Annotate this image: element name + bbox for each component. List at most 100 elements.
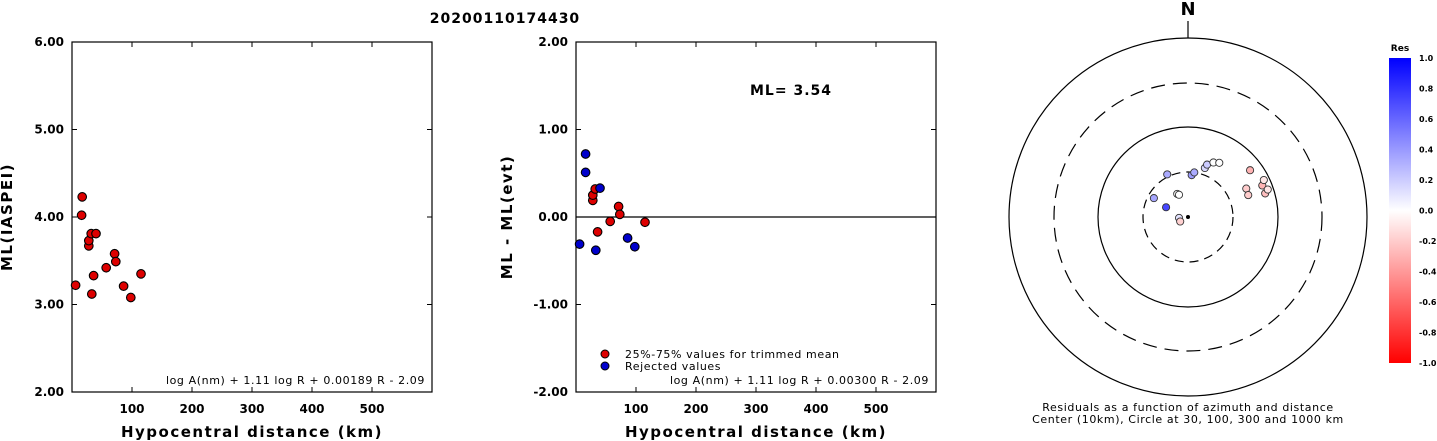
data-point <box>101 262 112 273</box>
formula-middle: log A(nm) + 1.11 log R + 0.00300 R - 2.0… <box>670 374 929 387</box>
station-point <box>1215 158 1224 167</box>
data-point <box>595 183 605 193</box>
data-point <box>77 192 88 202</box>
panel-polar: N Residuals as a function of azimuth and… <box>1008 0 1368 426</box>
x-tick-label: 200 <box>179 402 204 416</box>
colorbar-label: 1.0 <box>1419 54 1434 63</box>
data-point <box>614 209 625 220</box>
y-axis-label-left: ML(IASPEI) <box>0 163 16 271</box>
y-tick-label: 1.00 <box>538 123 568 137</box>
x-tick-label: 300 <box>743 402 768 416</box>
colorbar-title: Res <box>1391 44 1409 54</box>
colorbar-label: 0.0 <box>1419 207 1434 216</box>
data-point <box>86 289 97 299</box>
data-point <box>136 269 146 279</box>
tick-group-left: 100 200 300 400 500 2.00 3.00 4.00 5.00 6.00 <box>34 35 432 416</box>
data-point <box>580 167 591 178</box>
ml-annotation: ML= 3.54 <box>750 83 832 99</box>
colorbar-label: 0.8 <box>1419 85 1434 94</box>
y-tick-label: -2.00 <box>533 385 568 399</box>
tick-group-middle: 100 200 300 400 500 -2.00 -1.00 0.00 1.00 2.00 <box>533 35 936 416</box>
y-tick-label: 3.00 <box>34 298 64 312</box>
colorbar-label: -0.6 <box>1419 298 1437 307</box>
data-point <box>70 280 81 291</box>
formula-left: log A(nm) + 1.11 log R + 0.00189 R - 2.0… <box>166 374 425 387</box>
station-point <box>1259 175 1268 185</box>
colorbar-label: -0.4 <box>1419 268 1437 277</box>
station-point <box>1162 203 1171 212</box>
points-middle <box>574 149 650 256</box>
legend-marker-rejected <box>600 361 610 371</box>
station-point <box>1246 166 1255 175</box>
data-point <box>125 292 136 303</box>
points-left <box>70 192 146 303</box>
x-tick-label: 300 <box>239 402 264 416</box>
data-point <box>91 228 101 239</box>
colorbar-label: -1.0 <box>1419 359 1437 368</box>
x-tick-label: 100 <box>623 402 648 416</box>
figure-title: 20200110174430 <box>430 11 580 27</box>
ring-100km <box>1097 126 1279 308</box>
x-axis-label-middle: Hypocentral distance (km) <box>625 423 887 441</box>
data-point <box>622 233 633 243</box>
data-point <box>592 227 603 237</box>
colorbar: Res 1.0 0.8 0.6 0.4 0.2 0.0 -0.2 -0.4 -0.6 -0.8 -1… <box>1389 44 1437 368</box>
colorbar-label: 0.4 <box>1419 146 1434 155</box>
x-tick-label: 100 <box>119 402 144 416</box>
legend-label-trimmed: 25%-75% values for trimmed mean <box>625 348 840 361</box>
ring-30km <box>1142 171 1234 263</box>
y-tick-label: -1.00 <box>533 298 568 312</box>
data-point <box>118 281 129 291</box>
colorbar-labels: 1.0 0.8 0.6 0.4 0.2 0.0 -0.2 -0.4 -0.6 -0.8 -1.0 <box>1419 54 1437 368</box>
y-tick-label: 2.00 <box>34 385 64 399</box>
x-tick-label: 500 <box>863 402 888 416</box>
data-point <box>88 270 99 281</box>
colorbar-label: -0.8 <box>1419 329 1437 338</box>
plot-frame-left <box>71 41 433 393</box>
data-point <box>640 217 650 228</box>
colorbar-gradient <box>1389 58 1411 363</box>
station-point <box>1149 194 1158 203</box>
points-polar <box>1149 158 1272 226</box>
polar-caption-line2: Center (10km), Circle at 30, 100, 300 an… <box>1032 413 1344 426</box>
x-tick-label: 200 <box>683 402 708 416</box>
colorbar-label: 0.6 <box>1419 115 1434 124</box>
ring-300km <box>1053 82 1323 352</box>
station-point <box>1174 190 1184 199</box>
panel-residuals: 100 200 300 400 500 -2.00 -1.00 0.00 1.00 2.00 ML… <box>498 35 937 441</box>
data-point <box>629 241 640 252</box>
station-point <box>1176 217 1185 226</box>
data-point <box>580 149 591 159</box>
y-tick-label: 5.00 <box>34 123 64 137</box>
north-label: N <box>1180 0 1195 20</box>
y-tick-label: 6.00 <box>34 35 64 49</box>
polar-caption-line1: Residuals as a function of azimuth and d… <box>1042 401 1333 414</box>
y-tick-label: 4.00 <box>34 210 64 224</box>
data-point <box>574 239 585 249</box>
station-point <box>1244 191 1253 200</box>
colorbar-label: 0.2 <box>1419 176 1433 185</box>
ring-1000km <box>1008 37 1368 397</box>
data-point <box>590 245 601 256</box>
station-point <box>1163 170 1172 179</box>
x-tick-label: 400 <box>299 402 324 416</box>
data-point <box>76 210 87 221</box>
x-axis-label-left: Hypocentral distance (km) <box>121 423 383 441</box>
data-point <box>605 216 616 227</box>
legend-label-rejected: Rejected values <box>625 360 721 373</box>
station-point <box>1263 185 1272 194</box>
y-tick-label: 0.00 <box>538 210 568 224</box>
y-tick-label: 2.00 <box>538 35 568 49</box>
data-point <box>110 256 121 267</box>
x-tick-label: 500 <box>359 402 384 416</box>
data-point <box>109 248 120 259</box>
data-point <box>613 201 624 212</box>
center-dot <box>1186 215 1190 219</box>
y-axis-label-middle: ML - ML(evt) <box>498 155 516 279</box>
station-point <box>1190 168 1199 177</box>
colorbar-label: -0.2 <box>1419 237 1437 246</box>
panel-ml-iaspei: 100 200 300 400 500 2.00 3.00 4.00 5.00 6.00 ML(I… <box>0 35 433 441</box>
x-tick-label: 400 <box>803 402 828 416</box>
legend-marker-trimmed <box>600 349 610 359</box>
